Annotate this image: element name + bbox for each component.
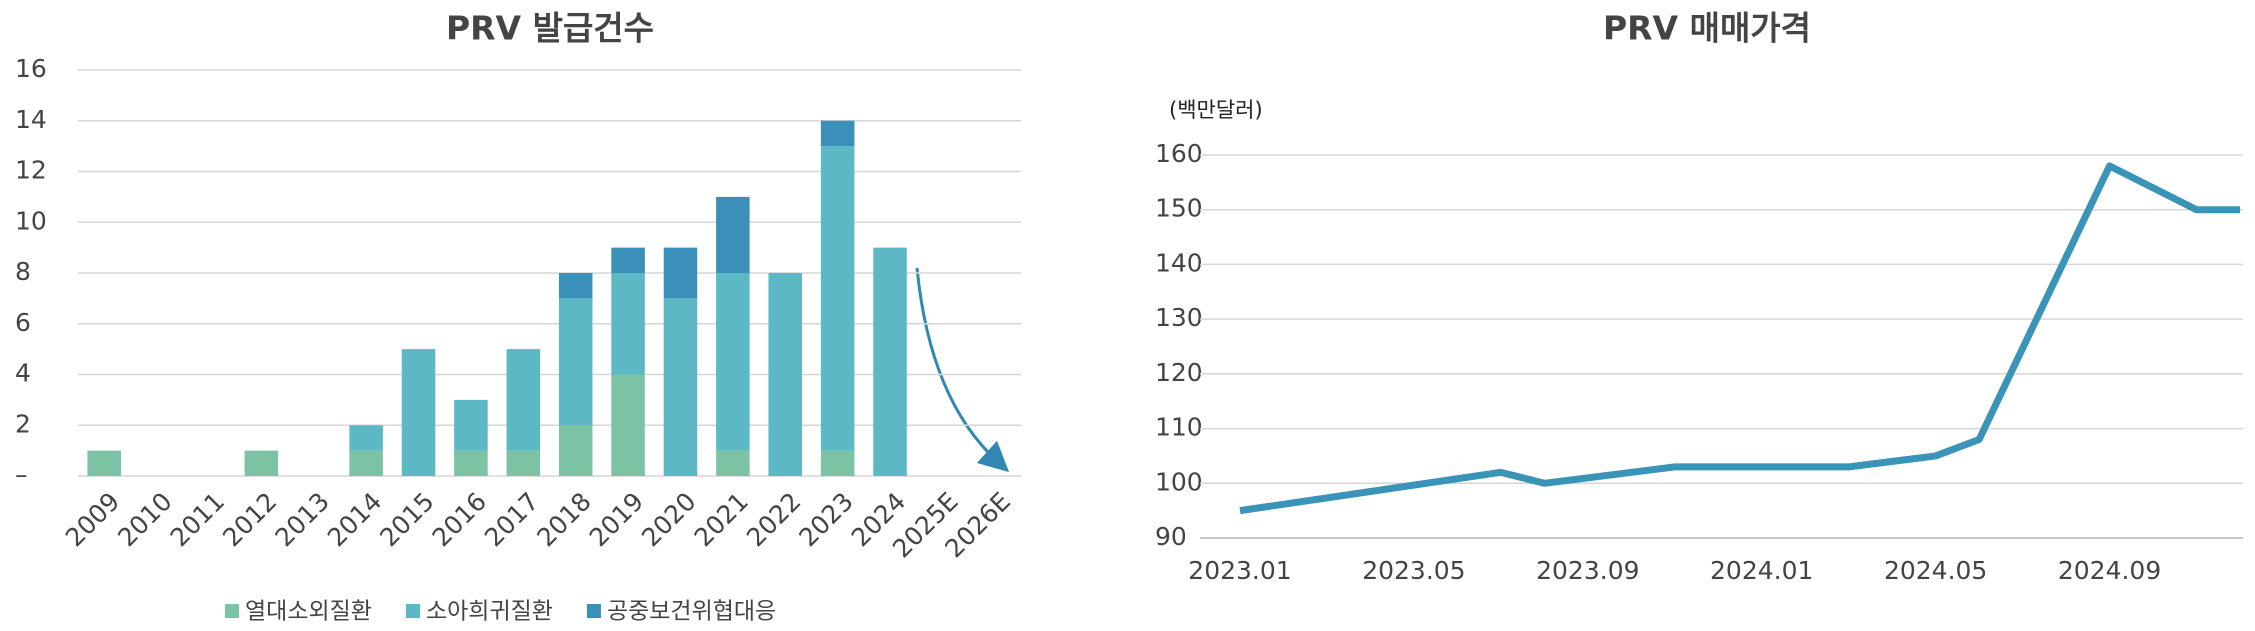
x-tick-label: 2014 xyxy=(322,487,387,552)
bar-segment xyxy=(454,399,488,451)
y-tick-label: 100 xyxy=(1155,467,1203,496)
bar-segment xyxy=(663,247,698,299)
y-tick-label: 6 xyxy=(15,308,31,337)
chart-title: PRV 발급건수 xyxy=(446,9,654,48)
bar-segment xyxy=(820,450,855,476)
y-tick-label: 150 xyxy=(1155,194,1203,223)
y-tick-label: 160 xyxy=(1155,139,1203,168)
y-tick-label: 90 xyxy=(1155,522,1187,551)
x-tick-label: 2024.09 xyxy=(2058,556,2161,585)
legend-swatch xyxy=(405,604,420,618)
legend-label: 공중보건위협대응 xyxy=(607,599,776,625)
y-tick-label: 4 xyxy=(15,359,31,388)
x-tick-label: 2023 xyxy=(793,487,858,552)
x-tick-label: 2010 xyxy=(112,487,177,552)
bar-segment xyxy=(611,273,645,375)
x-tick-label: 2023.09 xyxy=(1536,556,1639,585)
bar-segment xyxy=(716,450,750,476)
chart-title: PRV 매매가격 xyxy=(1603,9,1811,48)
bar-segment xyxy=(768,273,803,476)
x-tick-label: 2018 xyxy=(531,487,596,552)
x-tick-label: 2019 xyxy=(584,487,649,552)
bar-segment xyxy=(558,273,593,299)
bar-segment xyxy=(87,450,121,476)
bar-segment xyxy=(873,247,907,476)
bar-segment xyxy=(558,298,593,426)
bar-segment xyxy=(558,425,593,476)
bar-segment xyxy=(820,120,855,147)
x-tick-label: 2024.05 xyxy=(1884,556,1987,585)
bar-segment xyxy=(506,450,541,476)
y-tick-label: 12 xyxy=(15,156,47,185)
legend-label: 열대소외질환 xyxy=(245,599,372,625)
bar-segment xyxy=(663,298,698,476)
x-tick-label: 2023.01 xyxy=(1188,556,1291,585)
bar-segment xyxy=(611,374,645,476)
x-tick-label: 2009 xyxy=(60,487,125,552)
legend-swatch xyxy=(586,604,601,618)
x-tick-label: 2013 xyxy=(269,487,334,552)
y-tick-label: 130 xyxy=(1155,303,1203,332)
bar-segment xyxy=(349,450,383,476)
x-tick-label: 2020 xyxy=(636,487,701,552)
bar-segment xyxy=(244,450,279,476)
bar-segment xyxy=(716,196,750,273)
x-tick-label: 2012 xyxy=(217,487,282,552)
y-tick-label: 10 xyxy=(15,206,47,235)
x-tick-label: 2011 xyxy=(165,487,230,552)
bar-segment xyxy=(349,425,383,451)
x-tick-label: 2015 xyxy=(374,487,439,552)
y-tick-label: – xyxy=(15,460,28,489)
bar-segment xyxy=(611,247,645,273)
x-tick-label: 2022 xyxy=(741,487,806,552)
y-tick-label: 2 xyxy=(15,409,31,438)
bar-segment xyxy=(454,450,488,476)
x-tick-label: 2016 xyxy=(427,487,492,552)
x-tick-label: 2024.01 xyxy=(1710,556,1813,585)
data-line xyxy=(1239,162,2240,515)
y-tick-label: 120 xyxy=(1155,358,1203,387)
y-tick-label: 14 xyxy=(15,105,47,134)
x-tick-label: 2021 xyxy=(689,487,754,552)
x-tick-label: 2017 xyxy=(479,487,544,552)
bar-segment xyxy=(401,349,436,476)
bar-segment xyxy=(506,349,541,451)
y-tick-label: 8 xyxy=(15,257,31,286)
bar-segment xyxy=(716,273,750,451)
x-tick-label: 2023.05 xyxy=(1362,556,1465,585)
y-tick-label: 16 xyxy=(15,54,47,83)
y-tick-label: 110 xyxy=(1155,413,1203,442)
legend-swatch xyxy=(225,604,239,618)
legend-label: 소아희귀질환 xyxy=(426,599,553,625)
bar-segment xyxy=(820,146,855,451)
y-tick-label: 140 xyxy=(1155,248,1203,277)
forecast-arrow xyxy=(915,267,1010,473)
y-axis-unit: (백만달러) xyxy=(1169,98,1263,122)
